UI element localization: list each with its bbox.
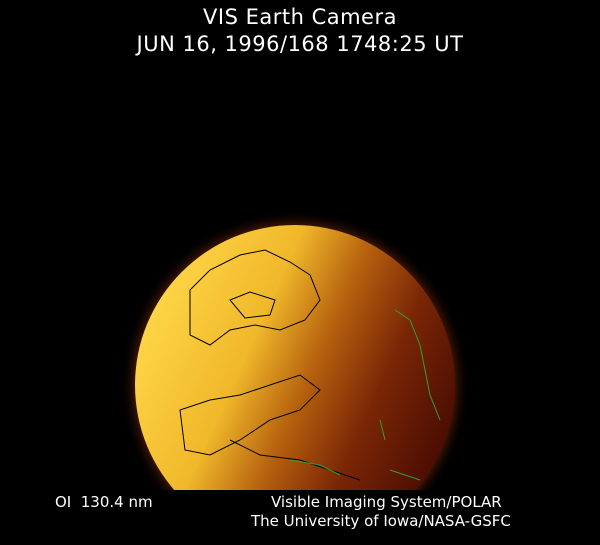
coastline-east bbox=[289, 309, 441, 481]
earth-disk bbox=[135, 225, 455, 490]
instrument-label: Visible Imaging System/POLAR bbox=[271, 493, 502, 511]
timestamp: JUN 16, 1996/168 1748:25 UT bbox=[136, 32, 464, 56]
coastline-north bbox=[179, 249, 361, 481]
image-title: VIS Earth Camera bbox=[203, 5, 397, 29]
institution-label: The University of Iowa/NASA-GSFC bbox=[251, 512, 511, 530]
wavelength-label: OI 130.4 nm bbox=[55, 493, 153, 511]
